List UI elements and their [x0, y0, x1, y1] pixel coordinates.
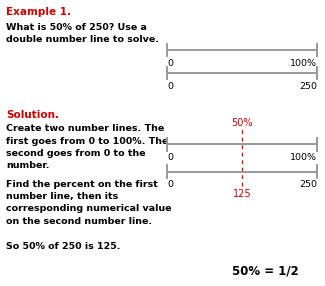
Text: 0: 0	[167, 59, 173, 67]
Text: 250: 250	[299, 82, 317, 90]
Text: 50% = 1/2: 50% = 1/2	[231, 265, 298, 277]
Text: 100%: 100%	[290, 59, 317, 67]
Text: So 50% of 250 is 125.: So 50% of 250 is 125.	[6, 242, 121, 251]
Text: Solution.: Solution.	[6, 110, 59, 120]
Text: Create two number lines. The
first goes from 0 to 100%. The
second goes from 0 t: Create two number lines. The first goes …	[6, 124, 169, 170]
Text: 0: 0	[167, 82, 173, 90]
Text: What is 50% of 250? Use a
double number line to solve.: What is 50% of 250? Use a double number …	[6, 23, 160, 44]
Text: 250: 250	[299, 180, 317, 189]
Text: 0: 0	[167, 180, 173, 189]
Text: 50%: 50%	[231, 118, 253, 128]
Text: Find the percent on the first
number line, then its
corresponding numerical valu: Find the percent on the first number lin…	[6, 180, 172, 226]
Text: 100%: 100%	[290, 153, 317, 162]
Text: Example 1.: Example 1.	[6, 7, 72, 17]
Text: 0: 0	[167, 153, 173, 162]
Text: 125: 125	[233, 189, 252, 199]
